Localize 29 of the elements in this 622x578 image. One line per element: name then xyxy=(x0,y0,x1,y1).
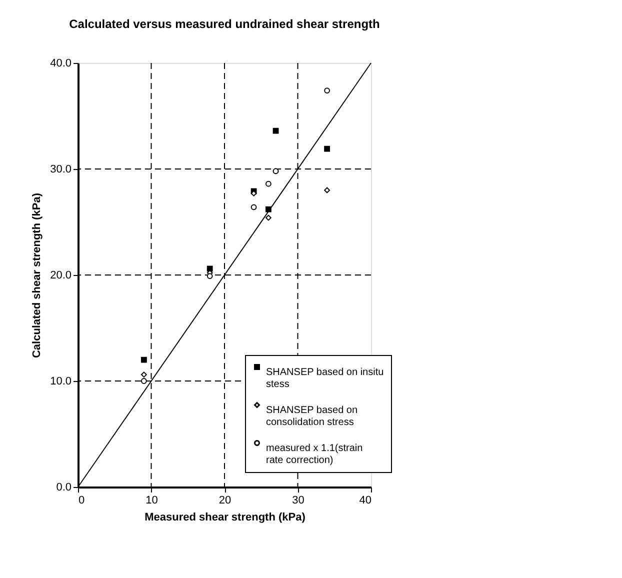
point xyxy=(206,273,213,280)
x-tick-label: 40 xyxy=(359,494,372,506)
x-tick-label: 0 xyxy=(78,494,85,506)
x-tick-label: 10 xyxy=(146,494,158,506)
y-tick-label: 0.0 xyxy=(56,482,72,494)
point xyxy=(266,206,272,212)
legend-label: SHANSEP based on insitu stess xyxy=(266,367,384,390)
x-axis-title: Measured shear strength (kPa) xyxy=(144,512,306,524)
legend-label: SHANSEP based on consolidation stress xyxy=(266,405,358,428)
y-tick-label: 40.0 xyxy=(50,58,72,70)
point xyxy=(324,146,330,152)
point xyxy=(324,187,330,194)
point xyxy=(140,372,147,378)
y-tick-label: 10.0 xyxy=(50,376,72,388)
x-tick-label: 20 xyxy=(218,494,232,506)
chart-title: Calculated versus measured undrained shear strength xyxy=(69,17,380,31)
y-tick-label: 20.0 xyxy=(50,270,72,282)
point xyxy=(250,204,257,210)
point xyxy=(140,356,147,363)
y-axis-title: Calculated shear strength (kPa) xyxy=(31,192,44,358)
legend-label: measured x 1.1(strain rate correction) xyxy=(266,443,363,466)
y-tick-label: 30.0 xyxy=(50,164,72,176)
point xyxy=(272,128,279,134)
point xyxy=(324,88,330,94)
point xyxy=(266,180,272,187)
point xyxy=(140,378,147,384)
point xyxy=(266,214,272,221)
x-tick-label: 30 xyxy=(292,494,304,506)
point xyxy=(206,266,213,272)
